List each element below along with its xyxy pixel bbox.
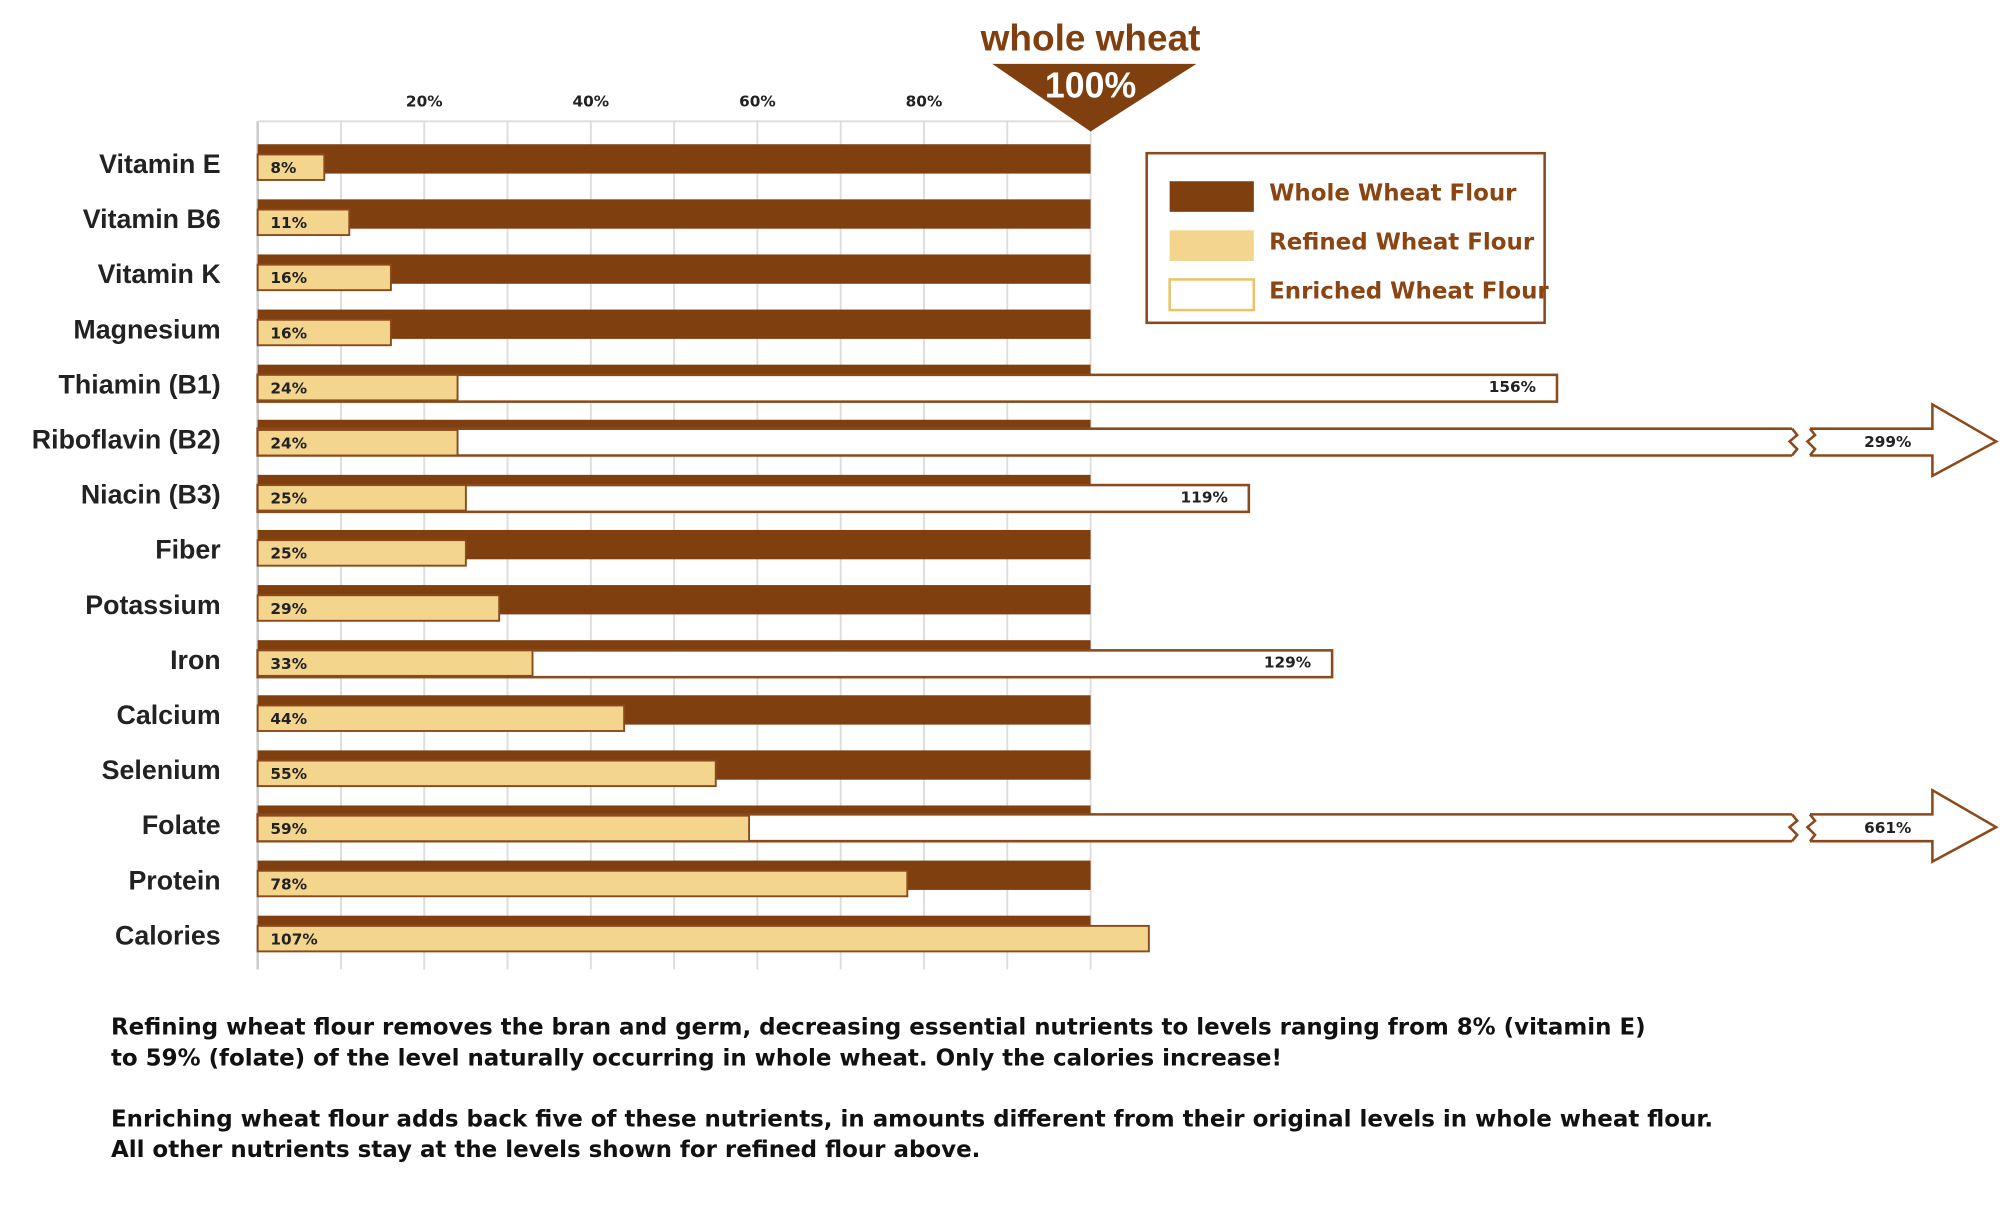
y-tick-label: Calories <box>115 920 221 950</box>
y-tick-label: Vitamin B6 <box>83 204 221 234</box>
y-tick-label: Niacin (B3) <box>81 480 221 510</box>
value-label: 44% <box>270 710 307 728</box>
value-label: 25% <box>270 490 307 508</box>
y-tick-label: Vitamin K <box>98 259 222 289</box>
bar <box>256 484 467 512</box>
bar <box>256 869 909 898</box>
annotation-marker <box>992 63 1197 132</box>
bar <box>256 594 501 622</box>
bar <box>256 153 326 181</box>
bar <box>256 924 1150 953</box>
bar <box>256 759 717 788</box>
y-tick-label: Iron <box>170 645 221 675</box>
break-mark <box>1805 427 1817 457</box>
value-label: 11% <box>270 214 307 232</box>
value-label: 156% <box>1489 378 1536 396</box>
note: Enriching wheat flour adds back five of … <box>111 1107 1713 1133</box>
value-label: 107% <box>270 930 317 948</box>
bar <box>256 649 534 677</box>
value-label: 59% <box>270 820 307 838</box>
bar <box>256 318 392 347</box>
bar <box>256 429 459 457</box>
legend-label: Refined Wheat Flour <box>1269 230 1535 256</box>
break-mark <box>1787 427 1799 457</box>
annotation-label: 100% <box>1045 66 1136 106</box>
bar <box>256 402 1999 479</box>
annotation-title: whole wheat <box>980 18 1201 59</box>
bar <box>256 373 459 402</box>
bar <box>256 814 751 843</box>
value-label: 55% <box>270 765 307 783</box>
value-label: 8% <box>270 159 296 177</box>
break-mark <box>1805 813 1817 842</box>
bar <box>256 208 351 237</box>
value-label: 16% <box>270 324 307 342</box>
legend-swatch <box>1169 230 1254 261</box>
y-tick-label: Riboflavin (B2) <box>32 425 221 455</box>
value-label: 129% <box>1264 654 1311 672</box>
y-tick-label: Folate <box>142 810 221 840</box>
x-tick-label: 60% <box>739 93 776 111</box>
legend-swatch <box>1169 181 1254 212</box>
bar <box>257 309 1091 339</box>
bar <box>256 539 467 567</box>
y-tick-label: Selenium <box>102 755 221 785</box>
value-label: 78% <box>270 875 307 893</box>
bar <box>256 704 626 732</box>
legend-label: Whole Wheat Flour <box>1269 180 1517 206</box>
value-label: 25% <box>270 545 307 563</box>
bar <box>256 263 392 292</box>
legend-label: Enriched Wheat Flour <box>1269 279 1549 305</box>
value-label: 299% <box>1864 433 1911 451</box>
y-tick-label: Protein <box>128 865 220 895</box>
break-mark <box>1787 813 1799 842</box>
value-label: 119% <box>1181 488 1228 506</box>
legend-swatch <box>1168 278 1256 312</box>
value-label: 661% <box>1864 819 1911 837</box>
x-tick-label: 20% <box>406 93 443 111</box>
y-tick-label: Vitamin E <box>99 149 220 179</box>
value-label: 24% <box>270 434 307 452</box>
bar <box>256 373 1559 403</box>
y-tick-label: Potassium <box>85 590 220 620</box>
bar <box>257 254 1091 284</box>
y-tick-label: Calcium <box>117 700 221 730</box>
y-tick-label: Fiber <box>155 535 221 565</box>
value-label: 16% <box>270 269 307 287</box>
x-tick-label: 40% <box>573 93 610 111</box>
note: Refining wheat flour removes the bran an… <box>111 1015 1646 1041</box>
value-label: 29% <box>270 600 307 618</box>
x-tick-label: 80% <box>906 93 943 111</box>
y-tick-label: Magnesium <box>73 314 220 344</box>
bar <box>257 144 1091 174</box>
note: to 59% (folate) of the level naturally o… <box>111 1045 1282 1071</box>
value-label: 24% <box>270 379 307 397</box>
value-label: 33% <box>270 655 307 673</box>
bar <box>257 199 1091 229</box>
note: All other nutrients stay at the levels s… <box>111 1137 980 1163</box>
y-tick-label: Thiamin (B1) <box>59 369 221 399</box>
